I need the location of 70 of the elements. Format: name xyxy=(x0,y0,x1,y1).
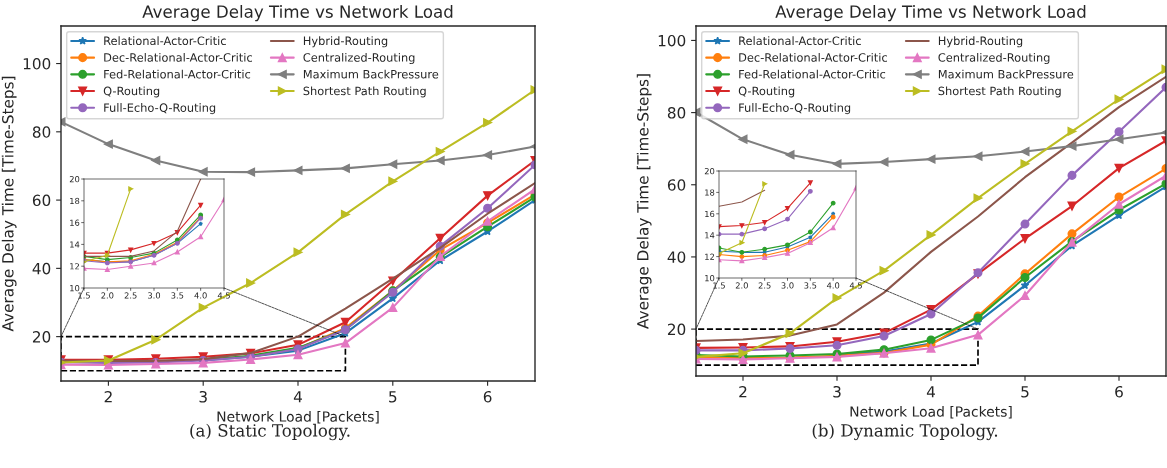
legend-label: Maximum BackPressure xyxy=(938,69,1074,79)
x-tick-label: 3.5 xyxy=(804,282,817,289)
legend-label: Shortest Path Routing xyxy=(938,86,1061,98)
legend-label: Fed-Relational-Actor-Critic xyxy=(739,69,886,79)
y-tick-label: 14 xyxy=(70,241,80,248)
legend-label: Centralized-Routing xyxy=(303,52,415,64)
x-tick-label: 2.5 xyxy=(124,292,137,299)
x-tick-label: 3.0 xyxy=(148,292,161,299)
x-tick-label: 2 xyxy=(739,385,747,398)
y-tick-label: 20 xyxy=(704,167,715,175)
x-tick-label: 4.0 xyxy=(194,292,207,299)
y-tick-label: 16 xyxy=(705,210,715,218)
legend-label: Q-Routing xyxy=(738,86,795,98)
y-tick-label: 100 xyxy=(658,34,686,47)
y-tick-label: 16 xyxy=(70,219,80,226)
text: (a) Static Topology. xyxy=(190,423,350,441)
legend-label: Full-Echo-Q-Routing xyxy=(739,103,851,115)
x-axis-title: Network Load [Packets] xyxy=(217,411,379,424)
x-axis-title: Network Load [Packets] xyxy=(850,406,1012,419)
legend-label: Shortest Path Routing xyxy=(303,86,426,98)
x-tick-label: 6 xyxy=(483,390,492,403)
chart-title: Average Delay Time vs Network Load xyxy=(142,5,453,22)
y-tick-label: 10 xyxy=(705,274,715,282)
y-tick-label: 40 xyxy=(667,251,686,263)
legend-label: Relational-Actor-Critic xyxy=(104,36,226,46)
x-tick-label: 3 xyxy=(833,385,841,398)
x-tick-label: 2.5 xyxy=(758,282,771,289)
y-tick-label: 60 xyxy=(667,179,686,191)
x-tick-label: 2 xyxy=(104,390,112,403)
legend-label: Full-Echo-Q-Routing xyxy=(104,103,216,115)
x-tick-label: 3.5 xyxy=(171,292,184,299)
x-tick-label: 1.5 xyxy=(713,282,725,289)
x-tick-label: 4 xyxy=(293,391,302,403)
x-tick-label: 5 xyxy=(1021,386,1029,398)
y-tick-label: 20 xyxy=(32,331,51,343)
x-tick-label: 3 xyxy=(199,390,207,403)
legend-label: Maximum BackPressure xyxy=(303,69,439,79)
y-tick-label: 10 xyxy=(70,284,80,292)
legend-label: Q-Routing xyxy=(103,86,160,98)
x-tick-label: 4 xyxy=(926,386,935,398)
legend-label: Relational-Actor-Critic xyxy=(739,36,861,46)
x-tick-label: 1.5 xyxy=(78,292,90,299)
x-tick-label: 4.0 xyxy=(826,282,840,289)
legend-label: Dec-Relational-Actor-Critic xyxy=(104,52,252,62)
chart-title: Average Delay Time vs Network Load xyxy=(775,5,1086,22)
y-axis-title: Average Delay Time [Time-Steps] xyxy=(636,74,652,329)
y-tick-label: 12 xyxy=(70,263,79,270)
legend-label: Dec-Relational-Actor-Critic xyxy=(739,52,887,62)
legend-label: Centralized-Routing xyxy=(938,52,1050,64)
x-tick-label: 5 xyxy=(389,391,397,403)
y-tick-label: 12 xyxy=(705,253,714,260)
x-tick-label: 3.0 xyxy=(781,282,794,289)
y-tick-label: 100 xyxy=(23,58,51,70)
y-tick-label: 20 xyxy=(69,175,80,183)
y-tick-label: 18 xyxy=(70,197,80,205)
x-tick-label: 6 xyxy=(1115,385,1123,398)
x-tick-label: 2.0 xyxy=(101,292,114,299)
y-tick-label: 20 xyxy=(667,323,686,336)
legend-label: Hybrid-Routing xyxy=(938,36,1023,48)
y-axis-title: Average Delay Time [Time-Steps] xyxy=(1,76,17,332)
text: (b) Dynamic Topology. xyxy=(812,423,998,441)
y-tick-label: 40 xyxy=(32,262,51,275)
y-tick-label: 60 xyxy=(32,194,51,207)
x-tick-label: 2.0 xyxy=(735,282,748,289)
y-tick-label: 18 xyxy=(705,189,715,196)
y-tick-label: 80 xyxy=(32,126,51,138)
legend-label: Fed-Relational-Actor-Critic xyxy=(104,69,251,79)
y-tick-label: 14 xyxy=(705,232,715,239)
legend-label: Hybrid-Routing xyxy=(303,36,388,48)
y-tick-label: 80 xyxy=(667,107,686,119)
